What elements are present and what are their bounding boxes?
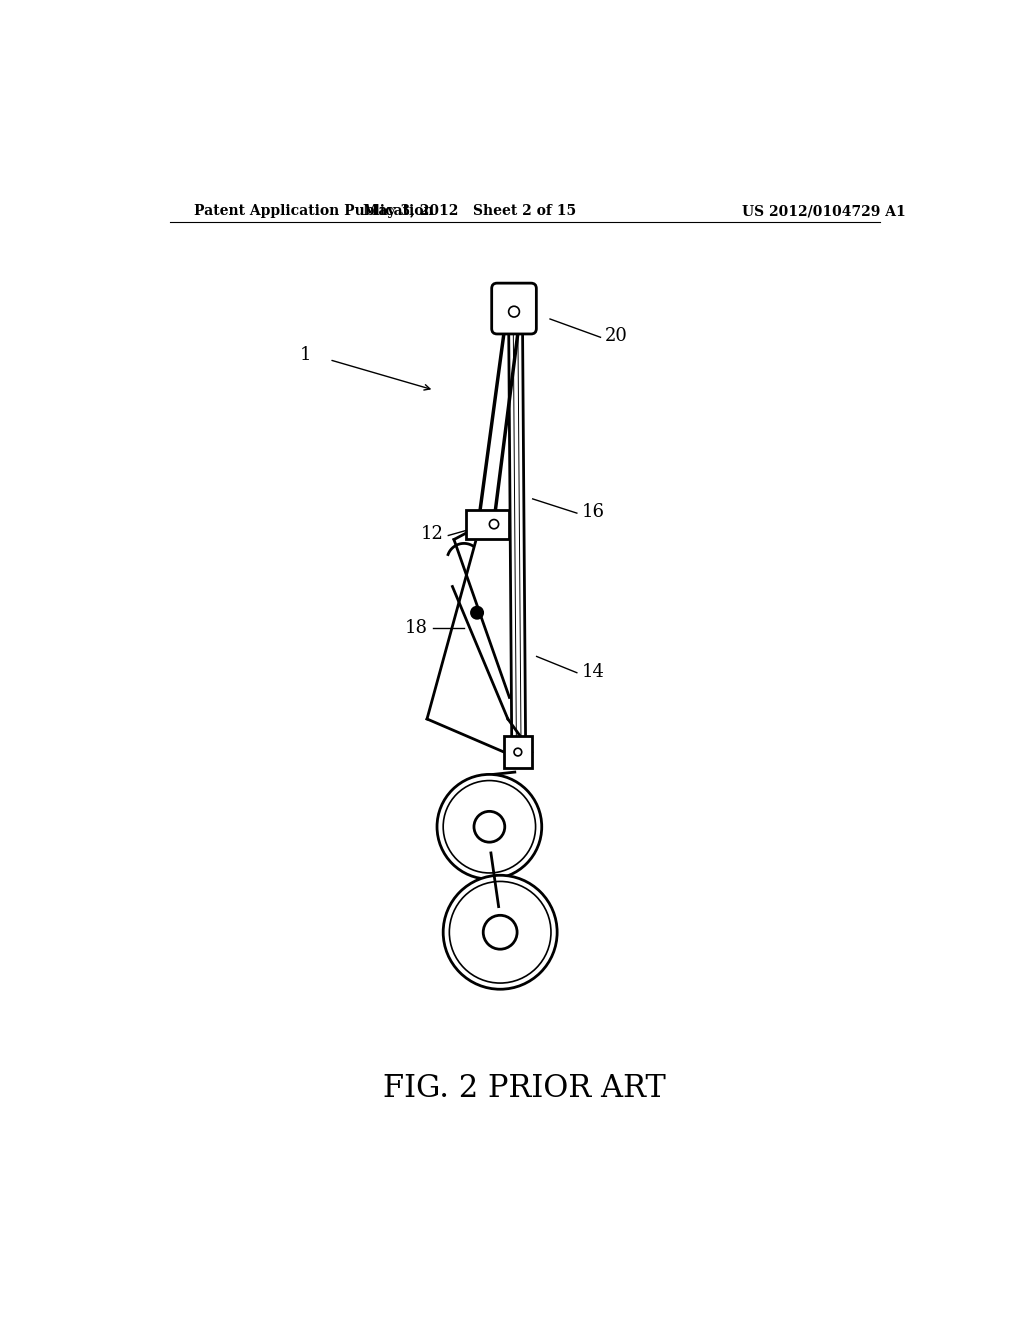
Circle shape (474, 812, 505, 842)
Text: May 3, 2012   Sheet 2 of 15: May 3, 2012 Sheet 2 of 15 (364, 205, 577, 218)
Bar (504, 737, 531, 768)
Circle shape (509, 306, 519, 317)
Text: US 2012/0104729 A1: US 2012/0104729 A1 (741, 205, 905, 218)
Text: Patent Application Publication: Patent Application Publication (194, 205, 433, 218)
Circle shape (483, 915, 517, 949)
Circle shape (489, 520, 499, 529)
Circle shape (443, 780, 536, 873)
Circle shape (471, 607, 483, 619)
Circle shape (514, 748, 521, 756)
Circle shape (437, 775, 542, 879)
Text: 1: 1 (300, 346, 311, 363)
Circle shape (450, 882, 551, 983)
Text: 20: 20 (605, 327, 628, 346)
Text: FIG. 2 PRIOR ART: FIG. 2 PRIOR ART (383, 1073, 667, 1104)
Bar (466, 510, 509, 539)
FancyBboxPatch shape (492, 284, 537, 334)
Text: 16: 16 (582, 503, 604, 521)
Text: 12: 12 (421, 525, 443, 544)
Text: 14: 14 (582, 663, 604, 681)
Text: 18: 18 (404, 619, 428, 638)
Circle shape (443, 875, 557, 989)
